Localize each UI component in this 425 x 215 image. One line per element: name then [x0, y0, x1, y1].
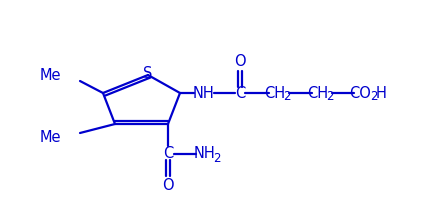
Text: NH: NH [194, 146, 216, 161]
Text: CH: CH [264, 86, 286, 100]
Text: H: H [376, 86, 386, 100]
Text: O: O [162, 178, 174, 192]
Text: C: C [163, 146, 173, 161]
Text: 2: 2 [283, 91, 291, 103]
Text: S: S [143, 66, 153, 81]
Text: O: O [234, 54, 246, 69]
Text: 2: 2 [326, 91, 334, 103]
Text: C: C [235, 86, 245, 100]
Text: Me: Me [39, 131, 61, 146]
Text: Me: Me [39, 69, 61, 83]
Text: NH: NH [193, 86, 215, 100]
Text: 2: 2 [370, 91, 378, 103]
Text: CO: CO [349, 86, 371, 100]
Text: CH: CH [307, 86, 329, 100]
Text: 2: 2 [213, 152, 221, 164]
